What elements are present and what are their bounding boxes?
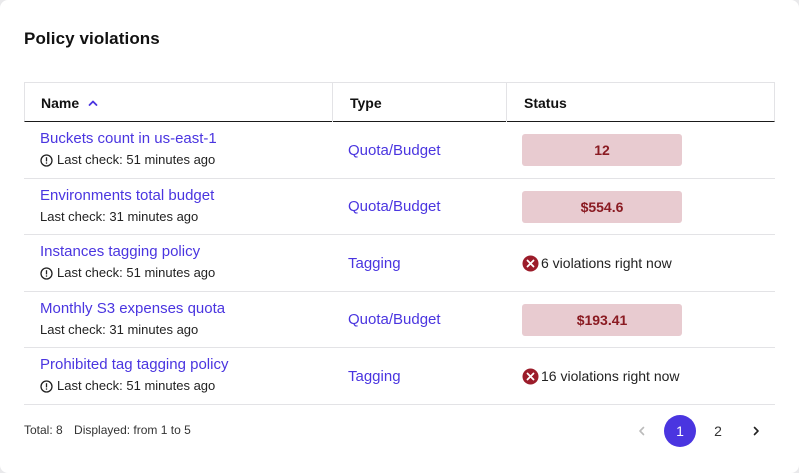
last-check: Last check: 51 minutes ago bbox=[40, 152, 330, 168]
table-row: Monthly S3 expenses quota Last check: 31… bbox=[24, 292, 775, 349]
violations-status: 6 violations right now bbox=[522, 255, 672, 272]
column-divider bbox=[506, 83, 507, 122]
status-badge: $554.6 bbox=[522, 190, 682, 223]
violations-text: 16 violations right now bbox=[541, 368, 680, 385]
column-header-type-label: Type bbox=[350, 94, 382, 111]
column-divider bbox=[332, 83, 333, 122]
table-body: Buckets count in us-east-1 Last check: 5… bbox=[24, 122, 775, 405]
status-cell: $193.41 bbox=[522, 292, 682, 348]
name-cell: Environments total budget Last check: 31… bbox=[40, 187, 330, 225]
status-badge: $193.41 bbox=[522, 303, 682, 336]
policy-name-link[interactable]: Instances tagging policy bbox=[40, 243, 201, 261]
last-check: Last check: 31 minutes ago bbox=[40, 209, 330, 225]
last-check-text: Last check: 51 minutes ago bbox=[57, 152, 216, 167]
column-header-name[interactable]: Name bbox=[41, 83, 331, 122]
warning-icon bbox=[40, 153, 53, 167]
name-cell: Instances tagging policy Last check: 51 … bbox=[40, 243, 330, 281]
policy-type-link[interactable]: Tagging bbox=[348, 254, 401, 272]
status-cell: 6 violations right now bbox=[522, 235, 672, 291]
table-footer-info: Total: 8 Displayed: from 1 to 5 bbox=[24, 423, 191, 437]
table-row: Prohibited tag tagging policy Last check… bbox=[24, 348, 775, 405]
column-header-status-label: Status bbox=[524, 94, 567, 111]
name-cell: Buckets count in us-east-1 Last check: 5… bbox=[40, 130, 330, 168]
violations-table: Name Type Status Buckets count in us-eas… bbox=[24, 82, 775, 405]
last-check-text: Last check: 51 minutes ago bbox=[57, 378, 216, 394]
policy-type-link[interactable]: Quota/Budget bbox=[348, 141, 441, 159]
error-circle-icon bbox=[522, 255, 539, 272]
policy-name-link[interactable]: Buckets count in us-east-1 bbox=[40, 130, 217, 147]
last-check-text: Last check: 31 minutes ago bbox=[40, 208, 199, 224]
policy-type-link[interactable]: Tagging bbox=[348, 367, 401, 385]
policy-type-link[interactable]: Quota/Budget bbox=[348, 198, 441, 216]
previous-page-button[interactable] bbox=[626, 415, 658, 447]
status-cell: 16 violations right now bbox=[522, 348, 680, 404]
next-page-button[interactable] bbox=[740, 415, 772, 447]
total-count: Total: 8 bbox=[24, 423, 63, 437]
card-title: Policy violations bbox=[24, 29, 160, 48]
policy-name-link[interactable]: Monthly S3 expenses quota bbox=[40, 299, 226, 317]
page-button[interactable]: 1 bbox=[664, 415, 696, 447]
table-row: Instances tagging policy Last check: 51 … bbox=[24, 235, 775, 292]
last-check: Last check: 51 minutes ago bbox=[40, 265, 330, 281]
name-cell: Prohibited tag tagging policy Last check… bbox=[40, 356, 330, 394]
last-check-text: Last check: 31 minutes ago bbox=[40, 321, 199, 337]
error-circle-icon bbox=[522, 368, 539, 385]
column-header-status[interactable]: Status bbox=[524, 83, 764, 122]
last-check: Last check: 51 minutes ago bbox=[40, 378, 330, 394]
sort-ascending-icon[interactable] bbox=[87, 97, 99, 109]
policy-name-link[interactable]: Prohibited tag tagging policy bbox=[40, 356, 229, 374]
chevron-right-icon bbox=[753, 426, 759, 436]
last-check: Last check: 31 minutes ago bbox=[40, 322, 330, 338]
violations-status: 16 violations right now bbox=[522, 368, 680, 385]
page-button[interactable]: 2 bbox=[714, 423, 722, 439]
column-header-name-label: Name bbox=[41, 94, 80, 111]
displayed-range: Displayed: from 1 to 5 bbox=[74, 423, 191, 437]
last-check-text: Last check: 51 minutes ago bbox=[57, 265, 216, 281]
chevron-left-icon bbox=[639, 426, 645, 436]
table-row: Buckets count in us-east-1 Last check: 5… bbox=[24, 122, 775, 179]
violations-text: 6 violations right now bbox=[541, 255, 672, 272]
column-header-type[interactable]: Type bbox=[350, 83, 510, 122]
policy-name-link[interactable]: Environments total budget bbox=[40, 186, 215, 204]
table-row: Environments total budget Last check: 31… bbox=[24, 179, 775, 236]
name-cell: Monthly S3 expenses quota Last check: 31… bbox=[40, 300, 330, 338]
status-cell: 12 bbox=[522, 122, 682, 178]
table-header: Name Type Status bbox=[24, 82, 775, 122]
status-badge: 12 bbox=[522, 134, 682, 166]
warning-icon bbox=[40, 380, 53, 393]
status-cell: $554.6 bbox=[522, 179, 682, 235]
policy-type-link[interactable]: Quota/Budget bbox=[348, 311, 441, 329]
warning-icon bbox=[40, 267, 53, 280]
